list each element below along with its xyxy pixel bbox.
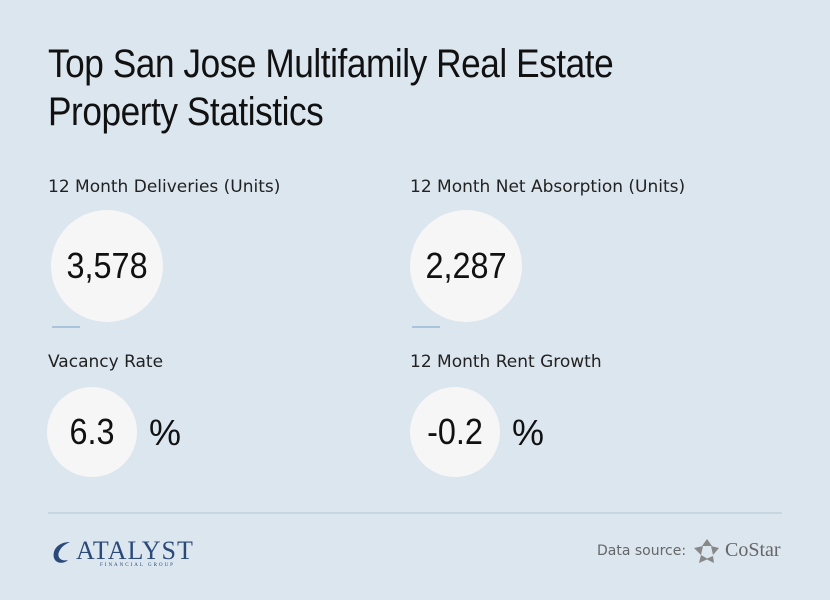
stat-value: 6.3 — [69, 411, 115, 452]
stat-unit: % — [149, 412, 182, 453]
source-label: Data source: — [597, 543, 687, 559]
title-line: Top San Jose Multifamily Real Estate — [48, 42, 614, 86]
source-name: CoStar — [725, 539, 781, 561]
divider — [48, 512, 782, 514]
stat-label: Vacancy Rate — [48, 352, 164, 372]
logo-subtext: FINANCIAL GROUP — [100, 563, 175, 568]
logo-icon — [53, 542, 70, 563]
stat-value: 3,578 — [66, 245, 148, 286]
stat-circle: -0.2 — [410, 387, 500, 477]
stat-label: 12 Month Rent Growth — [410, 352, 602, 372]
stat-value: 2,287 — [425, 245, 507, 286]
accent-line — [412, 326, 440, 328]
stat-label: 12 Month Deliveries (Units) — [48, 177, 281, 197]
accent-line — [52, 326, 80, 328]
stat-unit: % — [512, 412, 545, 453]
stat-value: -0.2 — [427, 411, 483, 452]
logo-text: ATALYST — [76, 536, 194, 565]
title-line: Property Statistics — [48, 90, 324, 134]
stat-circle: 6.3 — [47, 387, 137, 477]
title: Top San Jose Multifamily Real Estate Pro… — [48, 40, 614, 136]
stat-label: 12 Month Net Absorption (Units) — [410, 177, 686, 197]
stat-circle: 3,578 — [51, 210, 163, 322]
costar-icon — [694, 539, 719, 563]
stat-circle: 2,287 — [410, 210, 522, 322]
